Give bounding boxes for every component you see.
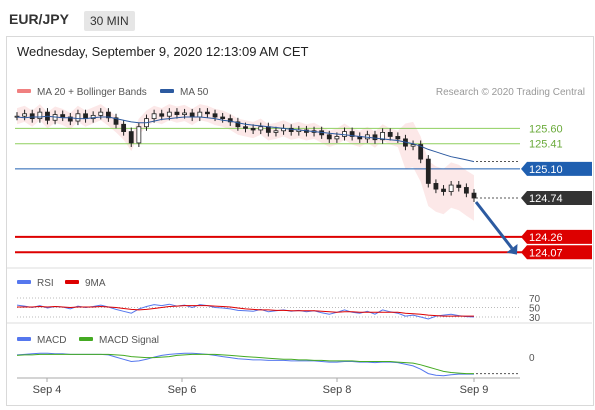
candle-body [67,116,73,122]
level-label: 125.41 [529,139,563,151]
candle-body [418,144,424,160]
level-label: 124.74 [529,193,563,205]
x-tick-label: Sep 8 [323,384,352,396]
candle-body [37,111,43,120]
candle-body [121,123,127,132]
candle-body [250,127,256,131]
candle-body [334,136,340,140]
rsi-tick-label: 50 [529,304,541,315]
macd-tick-label: 0 [529,353,535,364]
level-tag [521,229,592,244]
candle-body [83,113,88,120]
candle-body [456,184,462,188]
x-tick-label: Sep 6 [168,384,197,396]
candle-body [471,192,477,199]
level-label: 125.60 [529,123,563,135]
candle-body [326,134,332,140]
chart-panel: Wednesday, September 9, 2020 12:13:09 AM… [6,36,594,406]
forecast-arrowhead [506,243,518,255]
candle-body [136,126,142,144]
candle-body [29,113,35,120]
candle-body [90,114,96,120]
level-tag [521,191,592,206]
legend-swatch-ma50 [160,89,174,93]
chart-credit: Research © 2020 Trading Central [436,87,585,98]
chart-header: EUR/JPY 30 MIN [6,6,592,36]
rsi-9ma-line [17,305,474,317]
candle-body [22,113,28,117]
candle-body [265,126,271,133]
ma50-line [16,115,475,163]
candle-body [463,187,469,194]
candle-body [212,113,218,118]
legend-label-9ma: 9MA [85,278,106,289]
candle-body [220,116,226,120]
candle-body [235,121,241,128]
candle-body [227,118,233,123]
level-label: 124.26 [529,232,563,244]
candle-body [189,112,195,118]
candle-body [372,134,378,141]
candle-body [342,131,347,137]
candle-body [288,127,294,132]
forecast-arrow [474,201,514,250]
legend-label-macd: MACD [37,335,66,346]
candle-body [182,112,187,115]
legend-swatch-ma20 [17,89,31,93]
candle-body [197,111,203,118]
candle-body [166,111,172,117]
x-tick-label: Sep 9 [460,384,489,396]
legend-swatch-9ma [65,280,79,284]
candle-body [387,131,393,137]
candle-body [243,126,248,129]
candle-body [410,144,416,147]
legend-swatch-rsi [17,280,31,284]
candle-body [380,131,386,141]
x-tick-label: Sep 4 [33,384,62,396]
candle-body [441,188,446,192]
rsi-tick-label: 30 [529,313,541,324]
legend-label-ma50: MA 50 [180,87,209,98]
candle-body [205,111,210,115]
legend-label-ma20: MA 20 + Bollinger Bands [37,87,147,98]
level-label: 124.07 [529,247,563,259]
candle-body [106,111,111,119]
candle-body [128,131,134,144]
macd-signal-line [16,353,474,375]
candle-body [448,184,454,192]
legend-swatch-macd [17,337,31,341]
level-tag [521,161,592,176]
legend-label-signal: MACD Signal [99,335,159,346]
candle-body [425,158,431,184]
candle-body [98,111,104,116]
candle-body [258,126,264,131]
timeframe-badge[interactable]: 30 MIN [84,11,135,31]
legend-label-rsi: RSI [37,278,54,289]
instrument-label: EUR/JPY [9,11,69,27]
candle-body [174,111,180,115]
level-label: 125.10 [529,164,563,176]
legend-swatch-signal [79,337,93,341]
candle-body [75,113,81,122]
candle-body [433,183,439,190]
candle-body [273,130,279,133]
level-tag [521,245,592,260]
timestamp: Wednesday, September 9, 2020 12:13:09 AM… [17,44,309,59]
rsi-tick-label: 70 [529,294,541,305]
candle-body [159,113,165,117]
candle-body [151,113,157,120]
candle-body [395,136,401,140]
candle-body [349,131,355,137]
candle-body [60,114,66,118]
candle-body [113,117,119,125]
